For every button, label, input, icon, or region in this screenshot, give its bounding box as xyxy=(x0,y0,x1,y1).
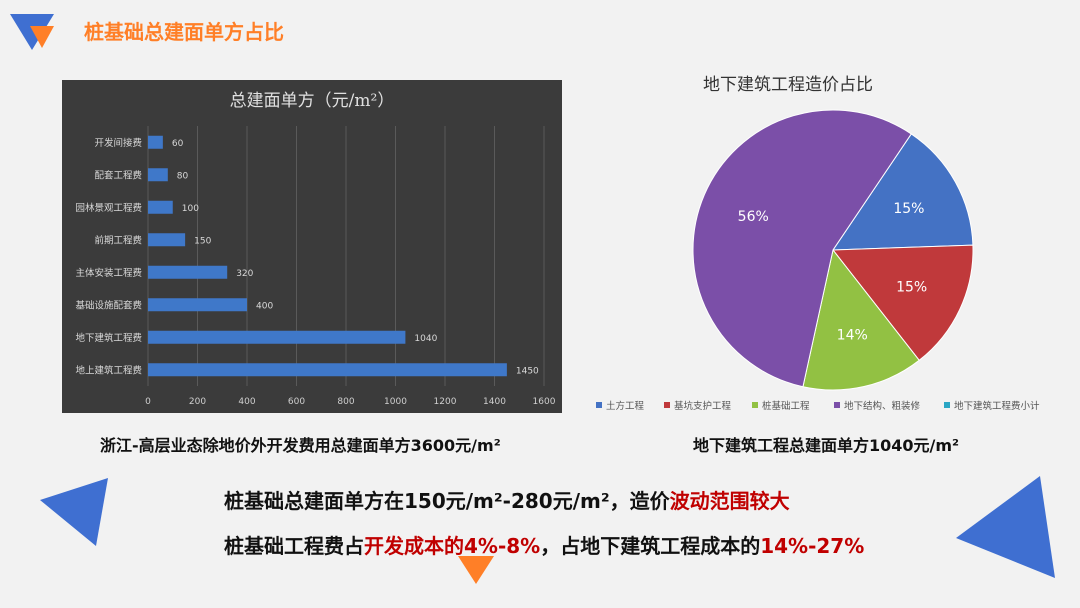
bar-chart-caption: 浙江-高层业态除地价外开发费用总建面单方3600元/m² xyxy=(100,436,501,455)
pie-chart-panel: 地下建筑工程造价占比 15% 15% 14% 56% 土方工程 基坑支护工程 桩基础工程 地下结… xyxy=(580,60,1060,420)
bar-value-label: 1040 xyxy=(414,334,437,344)
legend-label: 地下建筑工程费小计 xyxy=(954,400,1040,412)
x-tick-label: 1000 xyxy=(384,397,407,407)
summary-line-1-highlight: 波动范围较大 xyxy=(669,489,790,513)
bar-value-label: 1450 xyxy=(516,366,539,376)
logo-triangles-icon xyxy=(10,14,54,50)
pie-chart: 地下建筑工程造价占比 15% 15% 14% 56% 土方工程 基坑支护工程 桩基础工程 地下结… xyxy=(596,75,1040,412)
bar-value-label: 100 xyxy=(182,204,199,214)
summary-line-2-text-a: 桩基础工程费占 xyxy=(224,534,364,558)
slide-title: 桩基础总建面单方占比 xyxy=(84,20,284,44)
bar xyxy=(148,135,163,149)
y-category-label: 基础设施配套费 xyxy=(75,299,142,311)
bar-value-label: 60 xyxy=(172,139,184,149)
pie-slice xyxy=(832,133,974,251)
x-tick-label: 400 xyxy=(238,397,255,407)
bar xyxy=(148,298,247,312)
x-tick-label: 600 xyxy=(288,397,305,407)
legend-label: 桩基础工程 xyxy=(762,400,810,412)
x-tick-label: 1400 xyxy=(483,397,506,407)
bar-value-label: 150 xyxy=(194,236,211,246)
y-category-label: 开发间接费 xyxy=(94,137,142,149)
legend-label: 基坑支护工程 xyxy=(674,400,732,412)
pie-value-label: 14% xyxy=(837,328,868,344)
bar xyxy=(148,168,168,182)
x-tick-label: 800 xyxy=(337,397,354,407)
pie-chart-title: 地下建筑工程造价占比 xyxy=(703,75,873,95)
x-tick-label: 200 xyxy=(189,397,206,407)
legend-label: 土方工程 xyxy=(606,400,645,412)
y-category-label: 前期工程费 xyxy=(94,234,142,246)
bar xyxy=(148,200,173,214)
legend-swatch xyxy=(752,402,758,408)
pie-slice xyxy=(832,244,974,362)
pie-slice xyxy=(802,248,920,391)
summary-line-1-text: 桩基础总建面单方在150元/m²-280元/m²，造价 xyxy=(224,489,670,513)
y-category-label: 地下建筑工程费 xyxy=(75,332,142,344)
y-category-label: 地上建筑工程费 xyxy=(75,364,142,376)
bar xyxy=(148,330,406,344)
summary-line-1: 桩基础总建面单方在150元/m²-280元/m²，造价波动范围较大 xyxy=(224,485,790,514)
legend-swatch xyxy=(944,402,950,408)
pie-value-label: 56% xyxy=(738,209,769,225)
legend-swatch xyxy=(834,402,840,408)
bar xyxy=(148,265,228,279)
y-category-label: 园林景观工程费 xyxy=(75,202,142,214)
summary-line-2-text-b: ，占地下建筑工程成本的 xyxy=(540,534,761,558)
pie-value-label: 15% xyxy=(896,280,927,296)
summary-line-2: 桩基础工程费占开发成本的4%-8%，占地下建筑工程成本的14%-27% xyxy=(224,530,864,559)
bar-chart-panel: 总建面单方（元/m²） 0 200 400 600 800 1000 1200 1400 1600… xyxy=(62,80,562,413)
bar xyxy=(148,233,186,247)
bar xyxy=(148,363,507,377)
x-tick-label: 0 xyxy=(145,397,151,407)
pie-chart-caption: 地下建筑工程总建面单方1040元/m² xyxy=(693,436,960,455)
pie-slice xyxy=(692,109,912,388)
y-category-label: 配套工程费 xyxy=(94,169,142,181)
summary-line-2-highlight-a: 开发成本的4%-8% xyxy=(364,534,541,558)
bar-chart-title: 总建面单方（元/m²） xyxy=(230,91,395,111)
bar-value-label: 80 xyxy=(177,171,189,181)
y-category-label: 主体安装工程费 xyxy=(75,267,142,279)
x-tick-label: 1600 xyxy=(533,397,556,407)
bottom-orange-triangle-icon xyxy=(458,556,494,584)
right-blue-triangle-icon xyxy=(956,476,1055,578)
legend-swatch xyxy=(596,402,602,408)
legend-label: 地下结构、粗装修 xyxy=(844,400,921,412)
bar-chart: 总建面单方（元/m²） 0 200 400 600 800 1000 1200 1400 1600… xyxy=(75,91,556,407)
pie-value-label: 15% xyxy=(893,201,924,217)
left-blue-triangle-icon xyxy=(40,478,108,546)
x-tick-label: 1200 xyxy=(434,397,457,407)
bar-value-label: 400 xyxy=(256,301,273,311)
bar-value-label: 320 xyxy=(236,269,253,279)
legend-swatch xyxy=(664,402,670,408)
summary-line-2-highlight-b: 14%-27% xyxy=(760,534,865,558)
